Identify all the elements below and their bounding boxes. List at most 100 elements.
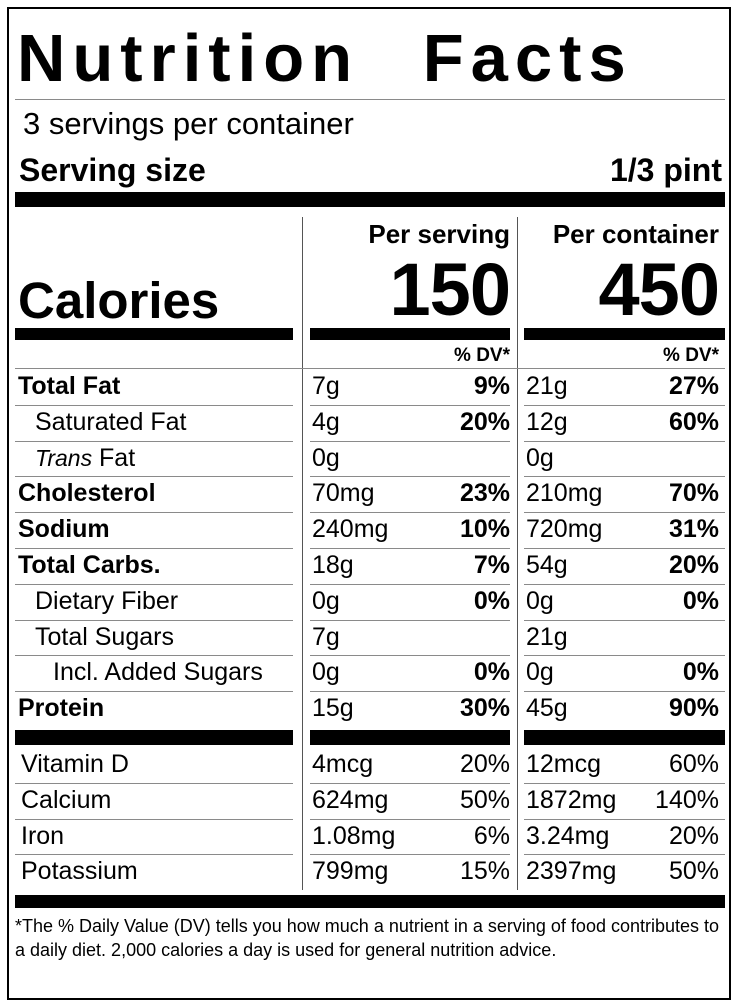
- row-divider: [524, 691, 725, 693]
- row-divider: [15, 619, 293, 621]
- container-daily-value: 50%: [668, 857, 719, 886]
- container-amount: 21g: [526, 372, 568, 400]
- container-amount: 210mg: [526, 479, 603, 508]
- row-divider: [310, 440, 510, 442]
- vitamin-name: Vitamin D: [21, 750, 129, 778]
- row-divider: [15, 404, 293, 406]
- calories-bar-name: [15, 328, 293, 340]
- row-divider: [15, 782, 293, 784]
- container-amount: 21g: [526, 622, 568, 651]
- row-divider: [15, 691, 293, 693]
- container-daily-value: 31%: [668, 515, 719, 544]
- container-daily-value: 60%: [668, 750, 719, 778]
- row-divider: [310, 583, 510, 585]
- footnote-thick-bar: [15, 895, 725, 908]
- row-divider: [15, 548, 293, 549]
- container-daily-value: 140%: [655, 785, 719, 814]
- per-serving-header: Per serving: [368, 219, 510, 249]
- container-amount: 54g: [526, 551, 568, 579]
- row-divider: [524, 619, 725, 621]
- row-divider: [524, 818, 725, 820]
- serving-amount: 18g: [312, 551, 354, 579]
- container-amount: 1872mg: [526, 785, 617, 814]
- serving-daily-value: 0%: [473, 586, 510, 615]
- container-daily-value: 90%: [668, 694, 719, 723]
- dv-header-container: % DV*: [663, 345, 719, 366]
- nutrient-name-rest: Fat: [92, 443, 136, 472]
- dv-header-serving: % DV*: [454, 345, 510, 366]
- container-daily-value: 0%: [682, 586, 719, 615]
- nutrient-name-italic: Trans: [35, 444, 93, 471]
- serving-size-thick-bar: [15, 192, 725, 207]
- nutrient-name: Total Carbs.: [18, 551, 161, 579]
- row-divider: [524, 782, 725, 784]
- container-amount: 0g: [526, 443, 554, 472]
- row-divider: [310, 818, 510, 820]
- serving-amount: 0g: [312, 586, 340, 615]
- row-divider: [524, 655, 725, 657]
- container-amount: 12g: [526, 407, 568, 436]
- container-daily-value: 70%: [668, 479, 719, 508]
- row-divider: [310, 854, 510, 856]
- serving-amount: 7g: [312, 622, 340, 651]
- row-divider: [15, 476, 293, 478]
- serving-daily-value: 6%: [473, 821, 510, 850]
- container-daily-value: 27%: [668, 372, 719, 400]
- container-amount: 0g: [526, 658, 554, 687]
- serving-amount: 799mg: [312, 857, 389, 886]
- dv-header-divider: [15, 368, 725, 369]
- serving-daily-value: 10%: [459, 515, 510, 544]
- serving-size-label: Serving size: [19, 152, 206, 188]
- row-divider: [524, 404, 725, 406]
- calories-label: Calories: [18, 272, 220, 329]
- row-divider: [15, 818, 293, 820]
- calories-per-container: 450: [598, 248, 720, 331]
- serving-daily-value: 20%: [459, 750, 510, 778]
- serving-amount: 70mg: [312, 479, 375, 508]
- column-separator-right: [517, 217, 518, 890]
- container-amount: 12mcg: [526, 750, 602, 778]
- row-divider: [310, 512, 510, 514]
- row-divider: [524, 854, 725, 856]
- calories-bar-serving: [310, 328, 510, 340]
- row-divider: [524, 512, 725, 514]
- nutrient-name: Protein: [18, 694, 105, 723]
- row-divider: [310, 404, 510, 406]
- serving-amount: 1.08mg: [312, 821, 396, 850]
- row-divider: [524, 440, 725, 442]
- vitamin-name: Iron: [21, 821, 65, 850]
- row-divider: [524, 583, 725, 585]
- vitamins-bar-container: [524, 730, 725, 745]
- nutrient-name: Total Sugars: [35, 622, 174, 651]
- serving-amount: 0g: [312, 443, 340, 472]
- serving-daily-value: 15%: [459, 857, 510, 886]
- calories-per-serving: 150: [389, 248, 511, 331]
- footnote: *The % Daily Value (DV) tells you how mu…: [15, 914, 727, 962]
- serving-amount: 4mcg: [312, 750, 374, 778]
- container-amount: 0g: [526, 586, 554, 615]
- row-divider: [310, 548, 510, 549]
- nutrient-name: Trans Fat: [35, 443, 135, 473]
- row-divider: [15, 583, 293, 585]
- vitamins-bar-name: [15, 730, 293, 745]
- container-amount: 3.24mg: [526, 821, 610, 850]
- container-daily-value: 20%: [668, 551, 719, 579]
- serving-daily-value: 0%: [473, 658, 510, 687]
- row-divider: [310, 655, 510, 657]
- row-divider: [524, 476, 725, 478]
- per-container-header: Per container: [552, 219, 719, 249]
- container-amount: 720mg: [526, 515, 603, 544]
- vitamins-bar-serving: [310, 730, 510, 745]
- container-amount: 45g: [526, 694, 568, 723]
- serving-amount: 624mg: [312, 785, 389, 814]
- nutrient-name: Total Fat: [18, 372, 121, 400]
- container-daily-value: 60%: [668, 407, 719, 436]
- servings-per-container: 3 servings per container: [23, 106, 354, 141]
- container-daily-value: 20%: [668, 821, 719, 850]
- nutrition-facts-label: Nutrition Facts 3 servings per container…: [7, 7, 731, 1000]
- serving-amount: 7g: [312, 372, 340, 400]
- vitamin-name: Calcium: [21, 785, 112, 814]
- serving-amount: 0g: [312, 658, 340, 687]
- footnote-asterisk: *: [15, 916, 23, 936]
- serving-daily-value: 50%: [459, 785, 510, 814]
